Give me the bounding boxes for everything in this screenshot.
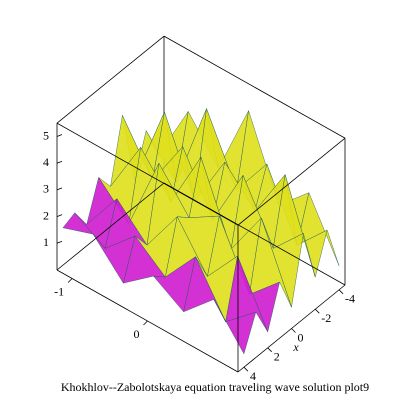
surface-cell (213, 299, 257, 355)
z-tick-label: 2 (43, 208, 49, 222)
z-tick-label: 4 (43, 155, 49, 169)
box-edge (56, 35, 165, 124)
x-tick (338, 289, 344, 295)
box-edge (237, 137, 346, 226)
z-tick (56, 240, 63, 244)
y-tick (143, 320, 148, 326)
y-tick (67, 278, 73, 283)
x-tick (243, 366, 249, 372)
z-tick (56, 187, 63, 191)
y-tick-label: 0 (134, 327, 140, 341)
z-tick-label: 3 (43, 182, 49, 196)
x-tick (314, 308, 320, 314)
z-tick-label: 5 (43, 128, 49, 142)
z-tick (56, 214, 63, 217)
z-tick (56, 160, 63, 164)
x-tick-label: 4 (250, 369, 256, 383)
z-tick-label: 1 (43, 235, 49, 249)
box-edge (56, 122, 239, 226)
box-edge (56, 182, 165, 271)
x-axis-label: x (292, 340, 299, 354)
chart-title: Khokhlov--Zabolotskaya equation travelin… (61, 380, 369, 394)
x-tick-label: 0 (298, 330, 304, 344)
box-edge (163, 35, 346, 139)
x-tick-label: 2 (274, 350, 280, 364)
z-tick (56, 134, 63, 137)
x-tick-label: -2 (321, 311, 331, 325)
x-tick (267, 347, 273, 353)
x-tick (291, 328, 296, 333)
x-tick-label: -4 (345, 292, 355, 306)
y-tick-label: -1 (54, 284, 64, 298)
